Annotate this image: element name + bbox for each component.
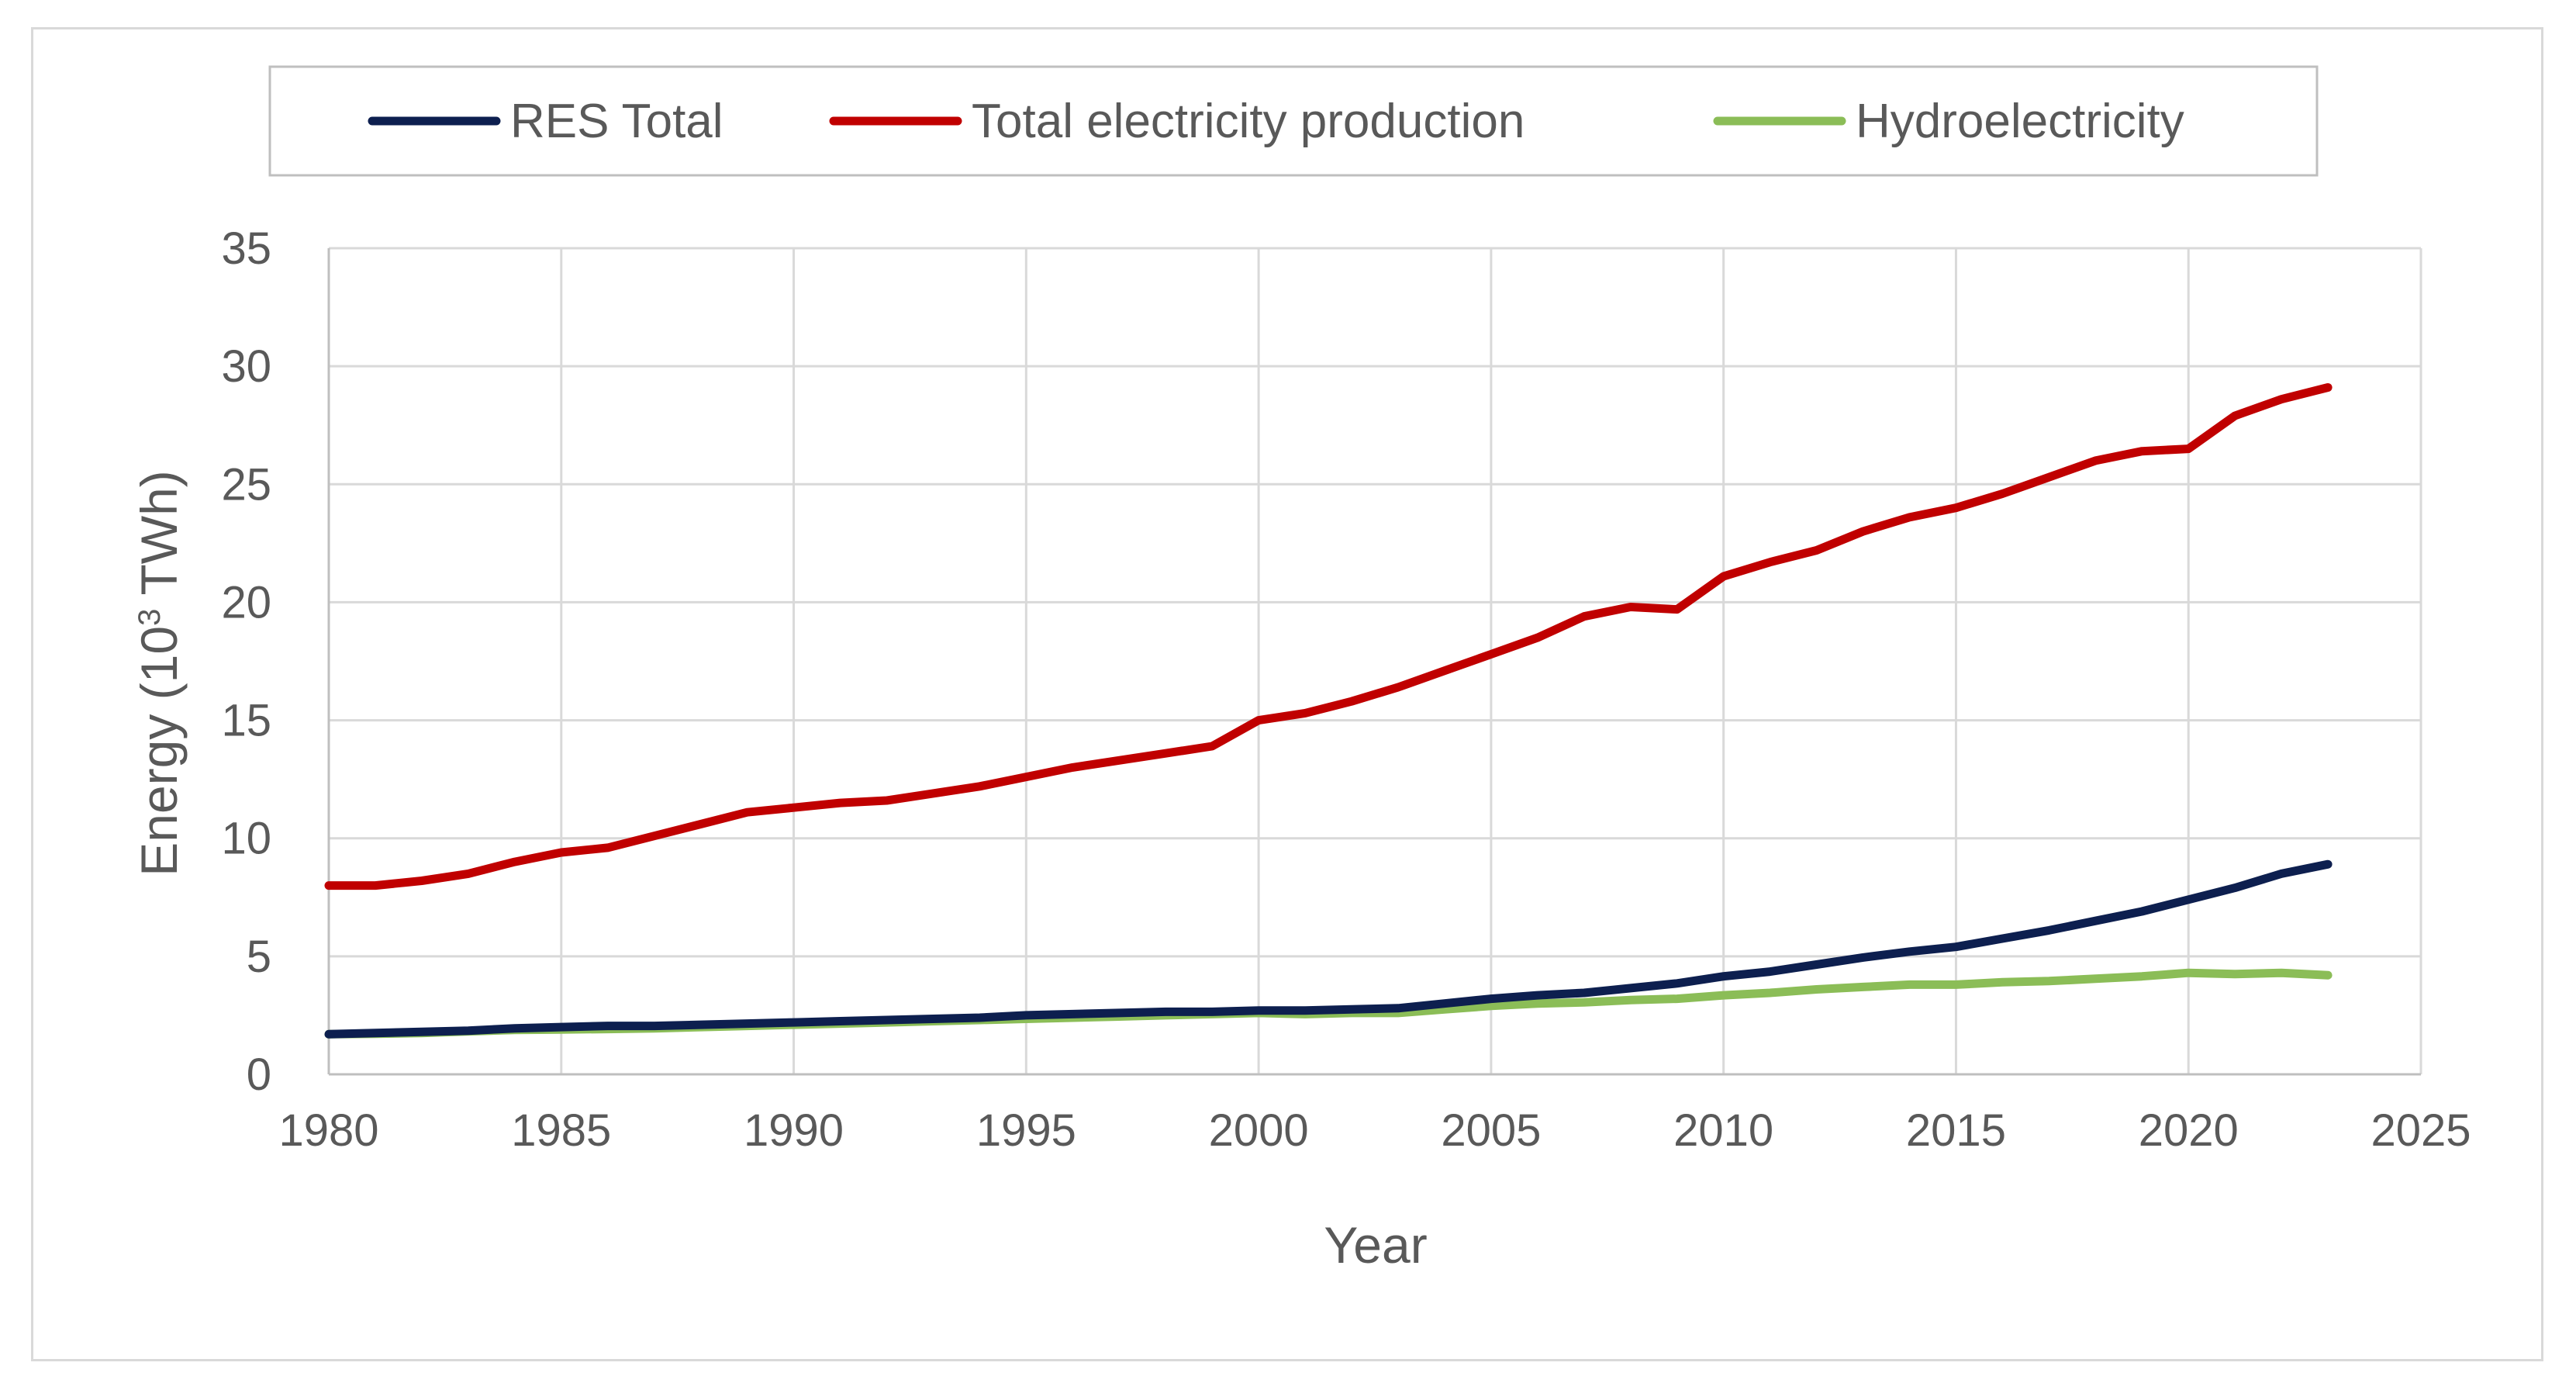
y-tick-label: 30 [221,341,271,392]
x-tick-label: 1985 [511,1105,611,1156]
y-tick-label: 20 [221,577,271,628]
y-tick-label: 15 [221,696,271,746]
y-axis-title-main: Energy (10 [130,626,188,877]
x-tick-label: 1990 [744,1105,844,1156]
series-line-res-total [324,859,2333,1039]
y-tick-label: 10 [221,814,271,864]
legend: RES Total Total electricity production Hyd… [268,65,2319,177]
chart-frame [31,27,2543,1361]
x-tick-label: 2005 [1441,1105,1541,1156]
y-axis-title-superscript: 3 [133,609,167,626]
x-tick-label: 2020 [2139,1105,2239,1156]
x-axis-title: Year [1324,1216,1427,1274]
y-axis-title: Energy (103 TWh) [130,470,188,877]
y-tick-label: 35 [221,223,271,274]
y-tick-label: 5 [247,932,271,982]
x-tick-label: 1995 [976,1105,1076,1156]
y-tick-label: 25 [221,459,271,510]
x-tick-label: 2015 [1906,1105,2006,1156]
y-tick-label: 0 [247,1049,271,1100]
series-line-total-electricity-production [324,383,2333,890]
x-tick-label: 1980 [278,1105,378,1156]
x-tick-label: 2000 [1209,1105,1309,1156]
y-axis-title-suffix: TWh) [130,470,188,608]
legend-label-res-total: RES Total [510,95,723,148]
legend-box [268,65,2319,177]
x-tick-label: 2010 [1673,1105,1773,1156]
x-tick-label: 2025 [2371,1105,2471,1156]
legend-label-total-electricity-production: Total electricity production [972,95,1525,148]
legend-label-hydroelectricity: Hydroelectricity [1856,95,2184,148]
